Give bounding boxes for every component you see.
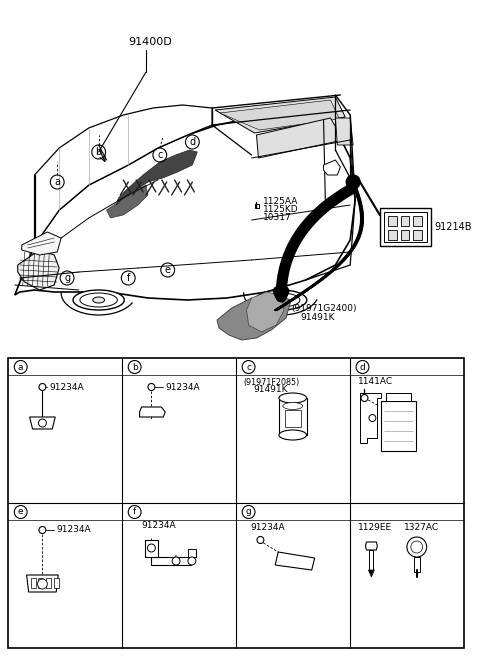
Circle shape	[37, 579, 48, 589]
Polygon shape	[220, 100, 339, 130]
Polygon shape	[336, 118, 353, 145]
Text: a: a	[18, 363, 24, 371]
Text: 91491K: 91491K	[301, 313, 336, 323]
Bar	[54, 578, 59, 588]
Circle shape	[361, 394, 368, 401]
Ellipse shape	[73, 290, 124, 310]
Bar	[414, 557, 420, 572]
Polygon shape	[117, 150, 197, 205]
Bar	[188, 549, 196, 557]
Polygon shape	[15, 115, 355, 300]
Text: g: g	[246, 507, 252, 516]
Bar	[386, 393, 411, 401]
Bar	[31, 578, 36, 588]
Polygon shape	[26, 575, 58, 592]
Text: a: a	[54, 177, 60, 187]
Ellipse shape	[275, 297, 287, 303]
Text: g: g	[64, 273, 70, 283]
Circle shape	[148, 384, 155, 390]
Polygon shape	[217, 295, 291, 340]
Bar	[388, 230, 396, 240]
Bar	[254, 204, 259, 208]
Text: d: d	[189, 137, 195, 147]
Text: f: f	[133, 507, 136, 516]
Text: (91971F2085): (91971F2085)	[244, 378, 300, 386]
Polygon shape	[144, 540, 158, 557]
Ellipse shape	[93, 297, 105, 303]
Bar	[400, 230, 409, 240]
Text: 91234A: 91234A	[165, 382, 200, 392]
Ellipse shape	[263, 293, 300, 307]
Text: 1327AC: 1327AC	[404, 522, 439, 532]
Text: 91234A: 91234A	[56, 526, 91, 535]
Bar	[400, 216, 409, 226]
Circle shape	[172, 557, 180, 565]
Bar	[381, 401, 416, 451]
Text: (91971G2400): (91971G2400)	[291, 304, 357, 313]
Text: 91214B: 91214B	[434, 222, 471, 232]
Text: c: c	[157, 150, 163, 160]
Polygon shape	[35, 105, 212, 245]
Polygon shape	[215, 97, 345, 133]
Ellipse shape	[255, 290, 307, 310]
Text: 91400D: 91400D	[128, 37, 172, 47]
Text: f: f	[127, 273, 130, 283]
Text: 91234A: 91234A	[49, 382, 84, 392]
Text: 1125AA: 1125AA	[264, 198, 299, 206]
Ellipse shape	[80, 293, 118, 307]
FancyArrowPatch shape	[278, 189, 351, 297]
Text: 1125KD: 1125KD	[264, 206, 299, 214]
Bar	[279, 398, 307, 435]
Bar	[388, 216, 396, 226]
Bar	[413, 230, 422, 240]
Ellipse shape	[283, 403, 302, 409]
Polygon shape	[360, 393, 381, 443]
Bar	[8, 358, 464, 648]
Polygon shape	[22, 232, 61, 255]
Bar	[38, 578, 43, 588]
Bar	[413, 216, 422, 226]
Text: 91234A: 91234A	[251, 524, 285, 533]
Text: 1141AC: 1141AC	[358, 376, 393, 386]
Text: e: e	[18, 507, 24, 516]
Polygon shape	[256, 118, 343, 158]
Circle shape	[411, 541, 423, 553]
Ellipse shape	[279, 430, 307, 440]
Bar	[384, 212, 427, 242]
Circle shape	[39, 526, 46, 533]
Polygon shape	[18, 250, 59, 290]
Circle shape	[369, 415, 376, 422]
Bar	[380, 208, 431, 246]
Bar	[370, 550, 373, 570]
Text: 91234A: 91234A	[142, 520, 176, 530]
Text: 10317: 10317	[264, 214, 292, 223]
Circle shape	[188, 557, 196, 565]
Ellipse shape	[279, 393, 307, 403]
Text: 1129EE: 1129EE	[358, 522, 392, 532]
Text: b: b	[96, 147, 102, 157]
Circle shape	[39, 384, 46, 390]
Bar	[285, 410, 300, 427]
Polygon shape	[365, 542, 377, 550]
Circle shape	[38, 419, 47, 427]
Polygon shape	[30, 417, 55, 429]
Circle shape	[147, 544, 156, 552]
Text: 91491K: 91491K	[253, 386, 288, 394]
Polygon shape	[107, 185, 148, 218]
Polygon shape	[140, 407, 165, 417]
Polygon shape	[151, 557, 191, 565]
Polygon shape	[369, 570, 374, 577]
Bar	[47, 578, 51, 588]
Circle shape	[346, 175, 360, 189]
Text: d: d	[360, 363, 365, 371]
Text: c: c	[246, 363, 251, 371]
Polygon shape	[275, 552, 315, 570]
Text: b: b	[132, 363, 138, 371]
Circle shape	[407, 537, 427, 557]
Text: e: e	[165, 265, 171, 275]
Polygon shape	[247, 292, 284, 332]
Circle shape	[257, 537, 264, 543]
Polygon shape	[324, 160, 340, 175]
